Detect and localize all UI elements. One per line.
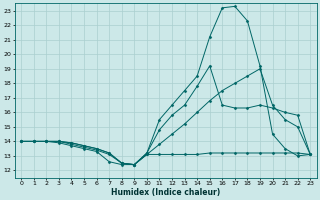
X-axis label: Humidex (Indice chaleur): Humidex (Indice chaleur) <box>111 188 220 197</box>
